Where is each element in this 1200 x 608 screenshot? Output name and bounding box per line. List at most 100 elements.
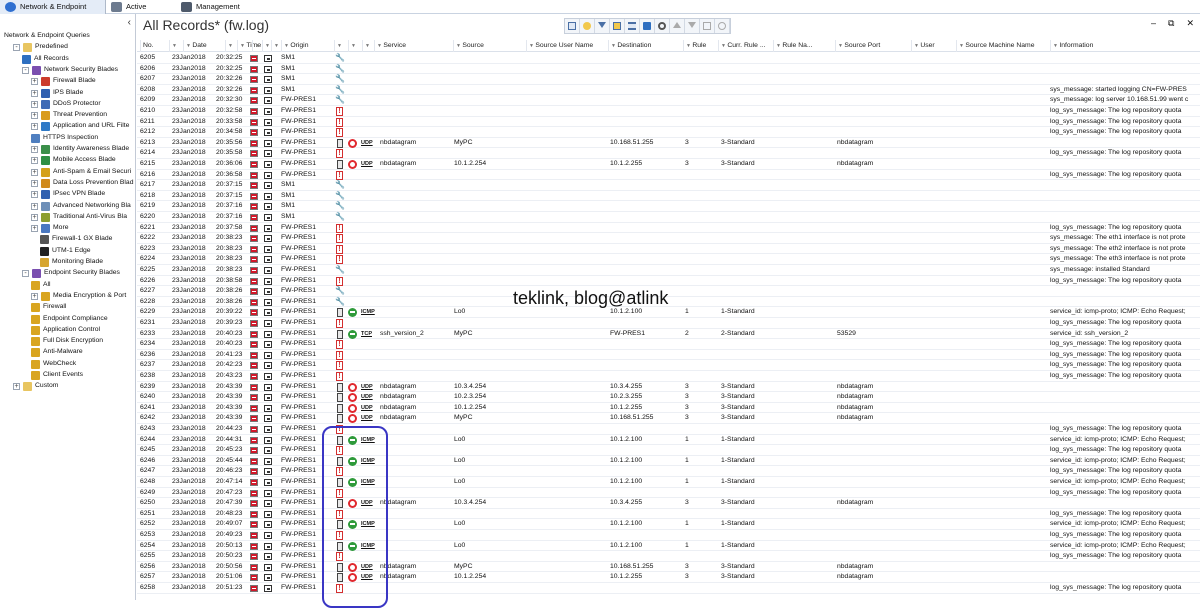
expand-toggle-icon[interactable]: + [31,202,38,210]
table-row[interactable]: 6244 23Jan2018 20:44:31 FW-PRES1 ICMP Lo0 10.1… [137,435,1200,446]
tree-item-monitoring-blade[interactable]: Monitoring Blade [40,257,134,268]
table-row[interactable]: 6253 23Jan2018 20:49:23 FW-PRES1! log_sys_me… [137,530,1200,541]
expand-toggle-icon[interactable]: + [31,225,38,233]
restore-icon[interactable]: ⧉ [1168,18,1175,28]
column-header-date[interactable]: ▼ Date [183,40,225,52]
expand-toggle-icon[interactable]: + [31,292,38,300]
tree-item-full-disk-encryption[interactable]: Full Disk Encryption [31,336,134,347]
tree-item-media-encryption-port[interactable]: + Media Encryption & Port [31,291,134,302]
table-row[interactable]: 6206 23Jan2018 20:32:25 SM1 🔧 [137,64,1200,75]
tree-item-ips-blade[interactable]: + IPS Blade [31,88,134,99]
table-row[interactable]: 6212 23Jan2018 20:34:58 FW-PRES1! log_sys_me… [137,127,1200,138]
table-row[interactable]: 6217 23Jan2018 20:37:15 SM1 🔧 [137,180,1200,191]
tree-item-firewall-blade[interactable]: + Firewall Blade [31,76,134,87]
table-row[interactable]: 6227 23Jan2018 20:38:26 FW-PRES1 🔧 [137,286,1200,297]
toolbar-button-next[interactable] [685,19,700,33]
tree-item-all-records[interactable]: All Records [22,54,134,65]
expand-toggle-icon[interactable]: + [31,213,38,221]
filter-icon[interactable]: ▼ [456,43,463,49]
column-header-origin[interactable]: ▼ Origin [281,40,334,52]
filter-icon[interactable]: ▼ [271,40,281,52]
tree-item-identity-awareness-blade[interactable]: + Identity Awareness Blade [31,144,134,155]
table-row[interactable]: 6211 23Jan2018 20:33:58 FW-PRES1! log_sys_me… [137,117,1200,128]
table-row[interactable]: 6245 23Jan2018 20:45:23 FW-PRES1! log_sys_me… [137,445,1200,456]
column-header-smach[interactable]: ▼ Source Machine Name [956,40,1049,52]
table-row[interactable]: 6246 23Jan2018 20:45:44 FW-PRES1 ICMP Lo0 10.1… [137,456,1200,467]
table-row[interactable]: 6221 23Jan2018 20:37:58 FW-PRES1! log_sys_me… [137,223,1200,234]
table-row[interactable]: 6226 23Jan2018 20:38:58 FW-PRES1! log_sys_me… [137,276,1200,287]
expand-toggle-icon[interactable]: - [13,44,20,52]
table-row[interactable]: 6239 23Jan2018 20:43:39 FW-PRES1 UDP nbdatagr… [137,382,1200,393]
tree-item-firewall-1-gx-blade[interactable]: Firewall-1 GX Blade [40,234,134,245]
table-row[interactable]: 6249 23Jan2018 20:47:23 FW-PRES1! log_sys_me… [137,488,1200,499]
table-row[interactable]: 6241 23Jan2018 20:43:39 FW-PRES1 UDP nbdatagr… [137,403,1200,414]
expand-toggle-icon[interactable]: + [31,157,38,165]
filter-icon[interactable]: ▼ [686,43,693,49]
table-row[interactable]: 6247 23Jan2018 20:46:23 FW-PRES1! log_sys_me… [137,466,1200,477]
table-row[interactable]: 6228 23Jan2018 20:38:26 FW-PRES1 🔧 [137,297,1200,308]
expand-toggle-icon[interactable]: - [22,66,29,74]
table-row[interactable]: 6222 23Jan2018 20:38:23 FW-PRES1! sys_messag… [137,233,1200,244]
table-row[interactable]: 6254 23Jan2018 20:50:13 FW-PRES1 ICMP Lo0 10.1… [137,541,1200,552]
column-header-dest[interactable]: ▼ Destination [608,40,681,52]
filter-icon[interactable]: ▼ [377,43,384,49]
tree-item-application-control[interactable]: Application Control [31,325,134,336]
table-row[interactable]: 6258 23Jan2018 20:51:23 FW-PRES1! log_sys_me… [137,583,1200,594]
table-row[interactable]: 6250 23Jan2018 20:47:39 FW-PRES1 UDP nbdatagr… [137,498,1200,509]
tree-item-threat-prevention[interactable]: + Threat Prevention [31,110,134,121]
table-row[interactable]: 6252 23Jan2018 20:49:07 FW-PRES1 ICMP Lo0 10.1… [137,519,1200,530]
table-row[interactable]: 6255 23Jan2018 20:50:23 FW-PRES1! log_sys_me… [137,551,1200,562]
expand-toggle-icon[interactable]: + [31,168,38,176]
filter-icon[interactable]: ▼ [611,43,618,49]
table-row[interactable]: 6240 23Jan2018 20:43:39 FW-PRES1 UDP nbdatagr… [137,392,1200,403]
toolbar-button-refresh[interactable] [715,19,730,33]
expand-toggle-icon[interactable]: + [31,112,38,120]
toolbar-button-columns[interactable] [610,19,625,33]
tree-item-traditional-anti-virus-bla[interactable]: + Traditional Anti-Virus Bla [31,212,134,223]
expand-toggle-icon[interactable]: + [31,78,38,86]
tree-item-firewall[interactable]: Firewall [31,302,134,313]
tree-item-mobile-access-blade[interactable]: + Mobile Access Blade [31,155,134,166]
toolbar-button-list[interactable] [625,19,640,33]
tree-item-predefined[interactable]: - Predefined [13,42,134,53]
column-header-time[interactable]: ▼ Time [237,40,277,52]
close-icon[interactable]: ✕ [1186,18,1194,28]
expand-toggle-icon[interactable]: - [22,270,29,278]
filter-icon[interactable]: ▼ [362,40,374,52]
table-row[interactable]: 6251 23Jan2018 20:48:23 FW-PRES1! log_sys_me… [137,509,1200,520]
tree-item-data-loss-prevention-blad[interactable]: + Data Loss Prevention Blad [31,178,134,189]
filter-icon[interactable]: ▼ [776,43,783,49]
table-row[interactable]: 6257 23Jan2018 20:51:06 FW-PRES1 UDP nbdatagr… [137,572,1200,583]
tree-item-ddos-protector[interactable]: + DDoS Protector [31,99,134,110]
filter-icon[interactable]: ▼ [348,40,361,52]
tree-item-utm-1-edge[interactable]: UTM-1 Edge [40,246,134,257]
toolbar-button-download[interactable] [640,19,655,33]
table-row[interactable]: 6243 23Jan2018 20:44:23 FW-PRES1! log_sys_me… [137,424,1200,435]
column-header-suser[interactable]: ▼ Source User Name [526,40,606,52]
table-row[interactable]: 6242 23Jan2018 20:43:39 FW-PRES1 UDP nbdatagr… [137,413,1200,424]
table-row[interactable]: 6214 23Jan2018 20:35:58 FW-PRES1! log_sys_me… [137,148,1200,159]
column-header-service[interactable]: ▼ Service [374,40,451,52]
table-row[interactable]: 6229 23Jan2018 20:39:22 FW-PRES1 ICMP Lo0 10.1… [137,307,1200,318]
filter-icon[interactable]: ▼ [959,43,966,49]
column-header-curr[interactable]: ▼ Curr. Rule ... [718,40,773,52]
filter-icon[interactable]: ▼ [1053,43,1060,49]
table-row[interactable]: 6207 23Jan2018 20:32:26 SM1 🔧 [137,74,1200,85]
toolbar-button-filter[interactable] [595,19,610,33]
expand-toggle-icon[interactable]: + [13,383,20,391]
tree-item-network-endpoint-queries[interactable]: Network & Endpoint Queries [4,31,134,42]
tree-item-application-and-url-filte[interactable]: + Application and URL Filte [31,121,134,132]
toolbar-button-query[interactable] [580,19,595,33]
table-row[interactable]: 6231 23Jan2018 20:39:23 FW-PRES1! log_sys_me… [137,318,1200,329]
tree-item-https-inspection[interactable]: HTTPS Inspection [31,133,134,144]
table-row[interactable]: 6216 23Jan2018 20:36:58 FW-PRES1! log_sys_me… [137,170,1200,181]
filter-icon[interactable]: ▼ [838,43,845,49]
tree-item-anti-spam-email-securi[interactable]: + Anti-Spam & Email Securi [31,167,134,178]
table-row[interactable]: 6237 23Jan2018 20:42:23 FW-PRES1! log_sys_me… [137,360,1200,371]
table-row[interactable]: 6225 23Jan2018 20:38:23 FW-PRES1 🔧 sys_messag… [137,265,1200,276]
table-row[interactable]: 6236 23Jan2018 20:41:23 FW-PRES1! log_sys_me… [137,350,1200,361]
tree-item-endpoint-security-blades[interactable]: - Endpoint Security Blades [22,268,134,279]
filter-icon[interactable]: ▼ [334,40,347,52]
filter-icon[interactable]: ▼ [252,40,262,52]
column-header-info[interactable]: ▼ Information [1050,40,1200,52]
